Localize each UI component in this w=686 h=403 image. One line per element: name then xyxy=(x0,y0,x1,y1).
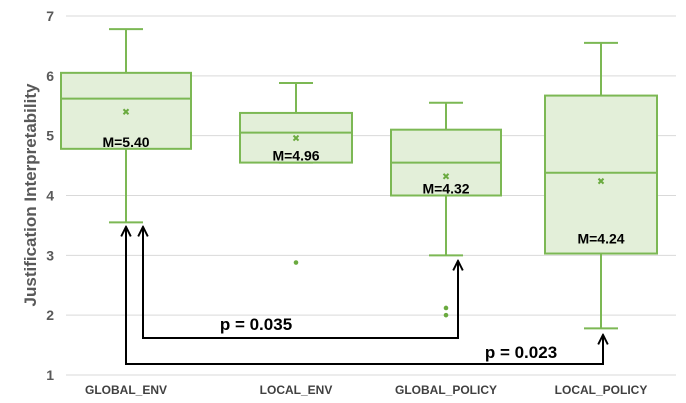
comparison-arrow xyxy=(143,228,458,339)
y-tick-label: 1 xyxy=(46,367,54,383)
y-tick-label: 5 xyxy=(46,128,54,144)
mean-marker xyxy=(442,173,450,180)
y-axis-ticks: 1 2 3 4 5 6 7 xyxy=(46,8,54,383)
mean-marker-stroke xyxy=(122,108,130,115)
y-axis-label: Justification Interpretability xyxy=(21,83,40,306)
x-tick-label: LOCAL_POLICY xyxy=(555,383,648,397)
y-tick-label: 7 xyxy=(46,8,54,24)
significance-arrows: p = 0.035 p = 0.023 xyxy=(126,228,603,365)
mean-marker-stroke xyxy=(597,177,605,185)
y-tick-label: 6 xyxy=(46,68,54,84)
outlier-point xyxy=(293,260,299,265)
mean-label: M=4.96 xyxy=(272,148,319,164)
box-global-policy: M=4.32 xyxy=(390,101,502,318)
mean-label: M=4.32 xyxy=(422,181,469,197)
comparison-arrow xyxy=(126,228,603,365)
x-tick-label: LOCAL_ENV xyxy=(260,383,333,397)
box-global-env: M=5.40 xyxy=(60,28,192,224)
outlier-point xyxy=(443,312,449,318)
mean-marker xyxy=(122,108,130,115)
outlier-point xyxy=(443,305,449,311)
y-tick-label: 3 xyxy=(46,247,54,263)
p-value-label: p = 0.035 xyxy=(220,315,292,334)
mean-marker-stroke xyxy=(442,173,450,180)
y-tick-label: 4 xyxy=(46,188,54,204)
box-series: M=5.40 M=4.96 M=4.32 M=4.24 xyxy=(60,28,658,330)
mean-label: M=4.24 xyxy=(577,231,624,247)
y-tick-label: 2 xyxy=(46,307,54,323)
box-local-policy: M=4.24 xyxy=(544,41,658,330)
mean-label: M=5.40 xyxy=(102,134,149,150)
mean-marker-stroke xyxy=(292,134,300,142)
x-axis-categories: GLOBAL_ENV LOCAL_ENV GLOBAL_POLICY LOCAL_PO… xyxy=(85,383,647,397)
mean-marker xyxy=(597,177,605,185)
mean-marker xyxy=(292,134,300,142)
box-local-env: M=4.96 xyxy=(239,82,353,265)
x-tick-label: GLOBAL_POLICY xyxy=(395,383,497,397)
x-tick-label: GLOBAL_ENV xyxy=(85,383,167,397)
p-value-label: p = 0.023 xyxy=(485,343,557,362)
